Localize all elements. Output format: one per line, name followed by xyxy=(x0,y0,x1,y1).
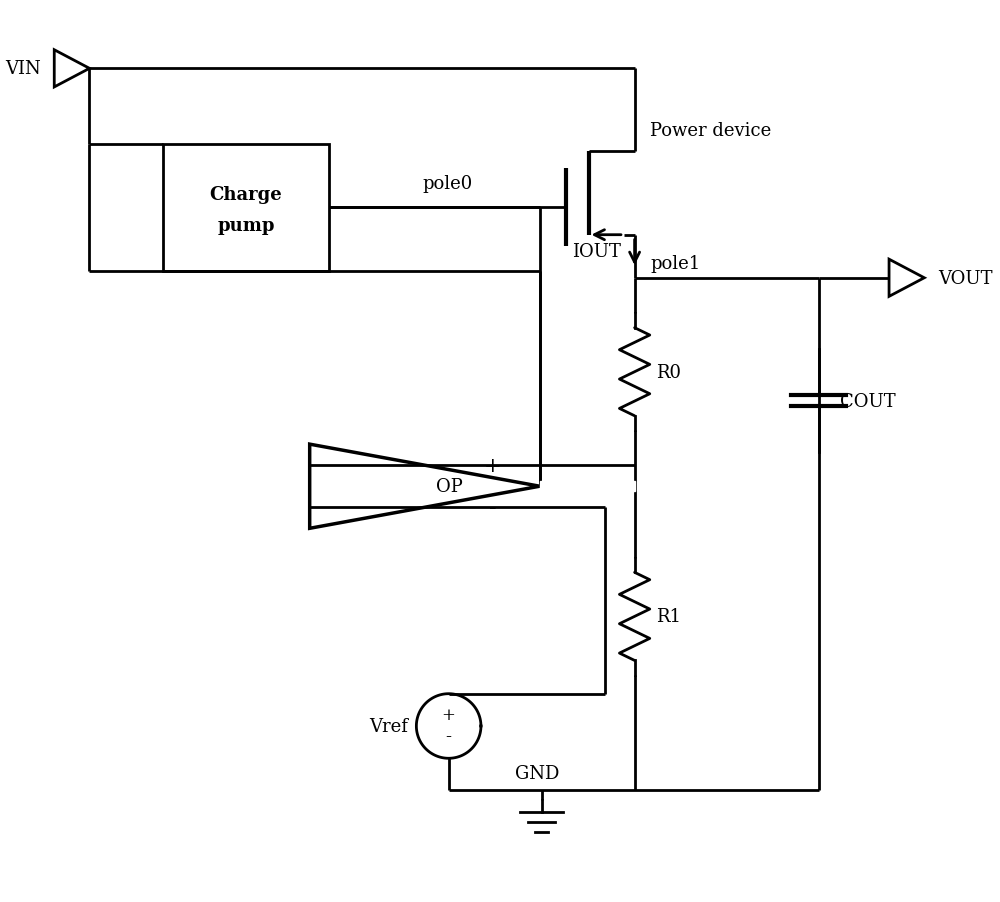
Text: Charge: Charge xyxy=(210,186,282,203)
Text: VOUT: VOUT xyxy=(938,270,992,288)
Text: OP: OP xyxy=(436,478,463,496)
Polygon shape xyxy=(540,482,635,492)
Text: R0: R0 xyxy=(656,364,681,382)
Text: IOUT: IOUT xyxy=(572,243,621,261)
Text: COUT: COUT xyxy=(840,392,896,410)
Text: -: - xyxy=(489,497,497,519)
Text: Power device: Power device xyxy=(650,122,772,140)
Text: -: - xyxy=(446,727,452,745)
Text: +: + xyxy=(442,706,456,723)
Text: pole0: pole0 xyxy=(423,174,473,192)
Bar xyxy=(163,144,329,272)
Text: pump: pump xyxy=(217,216,275,235)
Text: pole1: pole1 xyxy=(650,254,701,272)
Text: R1: R1 xyxy=(656,608,681,626)
Text: +: + xyxy=(484,456,502,475)
Text: VIN: VIN xyxy=(5,60,41,78)
Text: Vref: Vref xyxy=(370,717,409,735)
Text: GND: GND xyxy=(515,764,559,782)
